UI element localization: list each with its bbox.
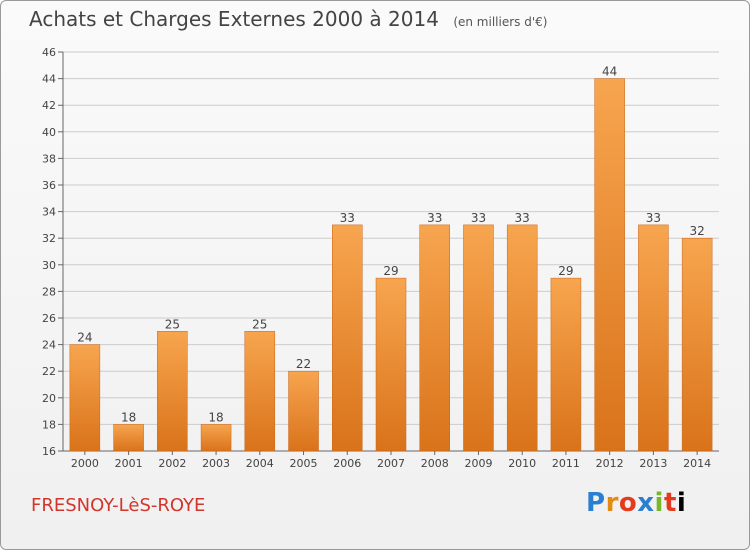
x-tick-label: 2007 (377, 457, 405, 470)
y-tick-label: 30 (42, 259, 56, 272)
logo-letter: i (676, 488, 687, 518)
bar (638, 224, 669, 452)
bar-value-label: 24 (77, 331, 92, 345)
bars (69, 78, 713, 452)
x-tick-label: 2003 (202, 457, 230, 470)
bar-value-label: 32 (689, 224, 704, 238)
bar-value-label: 33 (471, 211, 486, 225)
x-tick-labels: 2000 2001 2002 2003 2004 2005 2006 2007 2008 2009… (71, 451, 711, 470)
logo-letter: o (618, 488, 638, 518)
x-tick-label: 2009 (464, 457, 492, 470)
bar-value-label: 33 (646, 211, 661, 225)
bar-value-label: 25 (252, 317, 267, 331)
bar (594, 78, 625, 452)
bar-value-label: 33 (340, 211, 355, 225)
bar (419, 224, 450, 452)
logo-letter: t (663, 488, 677, 518)
y-tick-label: 44 (42, 73, 56, 86)
y-tick-label: 24 (42, 339, 56, 352)
bar-value-label: 44 (602, 65, 617, 79)
x-tick-label: 2014 (683, 457, 711, 470)
bar (375, 277, 407, 452)
x-tick-label: 2005 (290, 457, 318, 470)
y-tick-labels: 16 18 20 22 24 26 28 30 32 34 36 38 40 42 44 46 (42, 46, 56, 458)
logo-letter: i (654, 488, 664, 518)
bar (244, 331, 276, 452)
chart-subtitle: (en milliers d'€) (453, 15, 548, 29)
x-tick-label: 2010 (508, 457, 536, 470)
x-tick-label: 2002 (158, 457, 186, 470)
y-tick-label: 32 (42, 232, 56, 245)
bar (463, 224, 494, 452)
bar (200, 424, 232, 452)
logo-letter: x (637, 488, 655, 518)
y-tick-label: 34 (42, 206, 56, 219)
y-tick-label: 20 (42, 392, 56, 405)
data-labels: 24 18 25 18 25 22 33 29 33 33 33 29 44 33 32 (77, 65, 705, 425)
bar (113, 424, 144, 452)
place-name: FRESNOY-LèS-ROYE (31, 495, 206, 516)
bar (506, 224, 538, 452)
x-tick-label: 2000 (71, 457, 99, 470)
bar-value-label: 18 (121, 410, 136, 424)
x-tick-label: 2004 (246, 457, 274, 470)
y-tick-label: 40 (42, 126, 56, 139)
chart-title: Achats et Charges Externes 2000 à 2014 (… (29, 7, 547, 31)
bar (550, 277, 582, 452)
bar-value-label: 22 (296, 357, 311, 371)
bar (681, 237, 713, 452)
y-tick-label: 42 (42, 99, 56, 112)
y-tick-label: 28 (42, 285, 56, 298)
bar (157, 331, 188, 452)
x-tick-label: 2013 (639, 457, 667, 470)
x-tick-label: 2001 (115, 457, 143, 470)
bar-value-label: 29 (558, 264, 573, 278)
x-tick-label: 2011 (552, 457, 580, 470)
x-tick-label: 2012 (596, 457, 624, 470)
x-tick-label: 2006 (333, 457, 361, 470)
y-tick-label: 22 (42, 365, 56, 378)
bar-value-label: 18 (208, 410, 223, 424)
x-tick-label: 2008 (421, 457, 449, 470)
y-tick-label: 26 (42, 312, 56, 325)
logo-letter: r (605, 488, 619, 518)
y-tick-label: 16 (42, 445, 56, 458)
bar (332, 224, 363, 452)
y-tick-label: 18 (42, 418, 56, 431)
y-tick-label: 38 (42, 152, 56, 165)
proxiti-logo: Proxiti (586, 488, 686, 518)
bar-value-label: 33 (515, 211, 530, 225)
bar-value-label: 33 (427, 211, 442, 225)
y-tick-label: 36 (42, 179, 56, 192)
logo-letter: P (586, 488, 606, 518)
bar (288, 370, 319, 452)
chart-title-text: Achats et Charges Externes 2000 à 2014 (29, 7, 439, 31)
bar (69, 344, 101, 452)
bar-value-label: 29 (383, 264, 398, 278)
y-tick-label: 46 (42, 46, 56, 59)
bar-value-label: 25 (165, 317, 180, 331)
